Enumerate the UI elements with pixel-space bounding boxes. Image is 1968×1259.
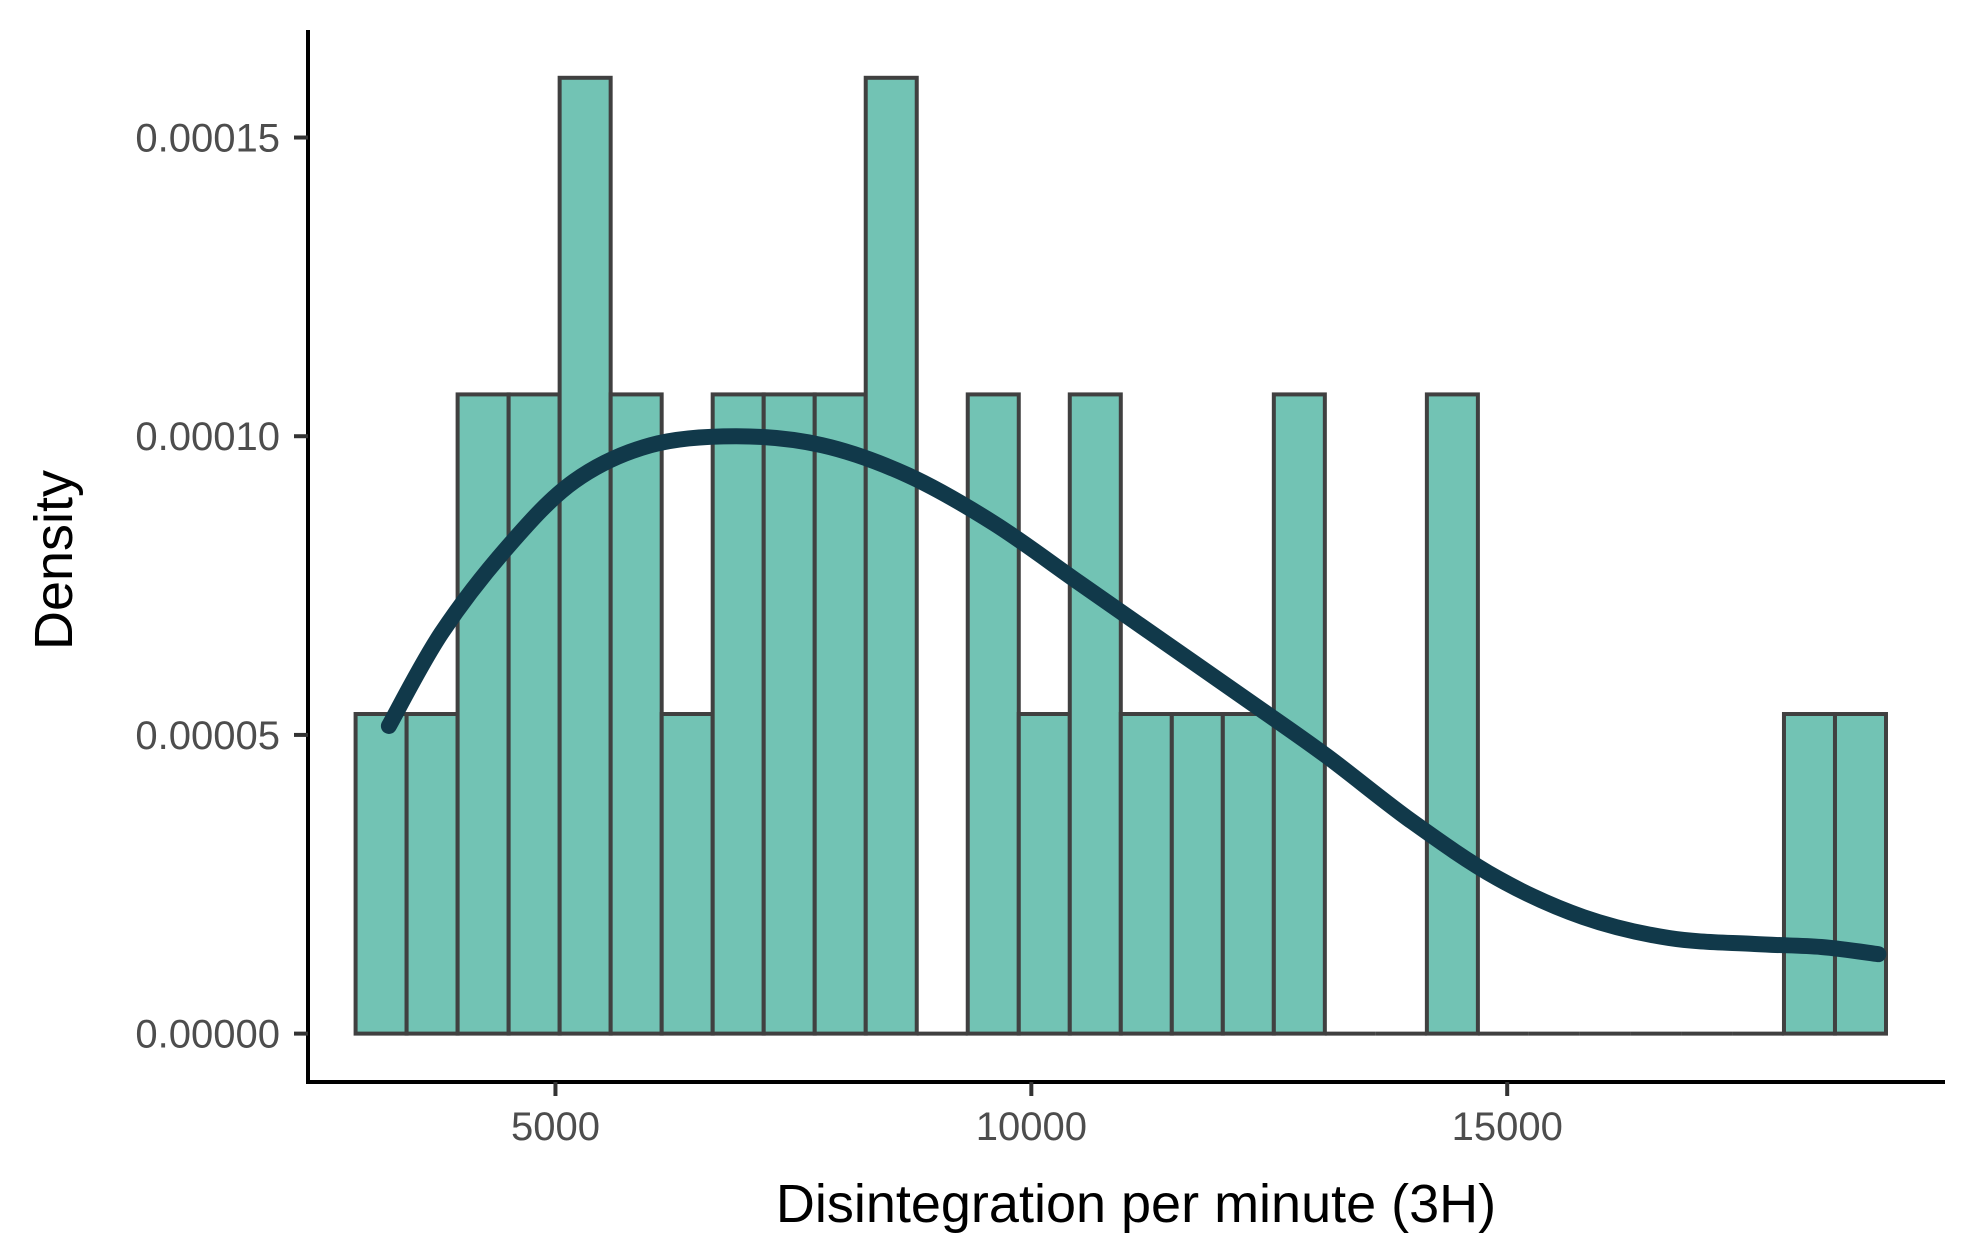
y-tick-label: 0.00000	[135, 1013, 280, 1057]
histogram-bar	[1424, 392, 1480, 1036]
histogram-bar	[965, 392, 1021, 1036]
tick-labels: 0.00000 0.00005 0.00010 0.00015 5000 10000 150…	[135, 117, 1562, 1149]
histogram-bar	[1832, 712, 1888, 1036]
histogram-bar	[1220, 712, 1276, 1036]
histogram-bars	[353, 75, 1888, 1036]
histogram-bar	[1781, 712, 1837, 1036]
y-tick-label: 0.00015	[135, 117, 280, 161]
y-axis-title: Density	[24, 470, 84, 650]
density-curve	[380, 428, 1887, 963]
histogram-bar	[812, 392, 868, 1036]
histogram-bar	[1067, 392, 1123, 1036]
histogram-bar	[710, 392, 766, 1036]
x-tick-label: 15000	[1452, 1105, 1563, 1149]
histogram-bar	[353, 712, 409, 1036]
histogram-bar	[1271, 392, 1327, 1036]
x-axis-title: Disintegration per minute (3H)	[776, 1174, 1496, 1234]
histogram-bar	[1169, 712, 1225, 1036]
histogram-bar	[761, 392, 817, 1036]
histogram-bar	[557, 75, 613, 1036]
x-tick-label: 10000	[976, 1105, 1087, 1149]
tick-marks	[294, 135, 1510, 1096]
histogram-bar	[863, 75, 919, 1036]
histogram-bar	[608, 392, 664, 1036]
axes	[306, 30, 1945, 1084]
y-tick-label: 0.00005	[135, 714, 280, 758]
histogram-bar	[1016, 712, 1072, 1036]
histogram-bar	[455, 392, 511, 1036]
histogram-bar	[404, 712, 460, 1036]
y-tick-label: 0.00010	[135, 415, 280, 459]
histogram-bar	[1118, 712, 1174, 1036]
histogram-bar	[659, 712, 715, 1036]
x-tick-label: 5000	[511, 1105, 600, 1149]
